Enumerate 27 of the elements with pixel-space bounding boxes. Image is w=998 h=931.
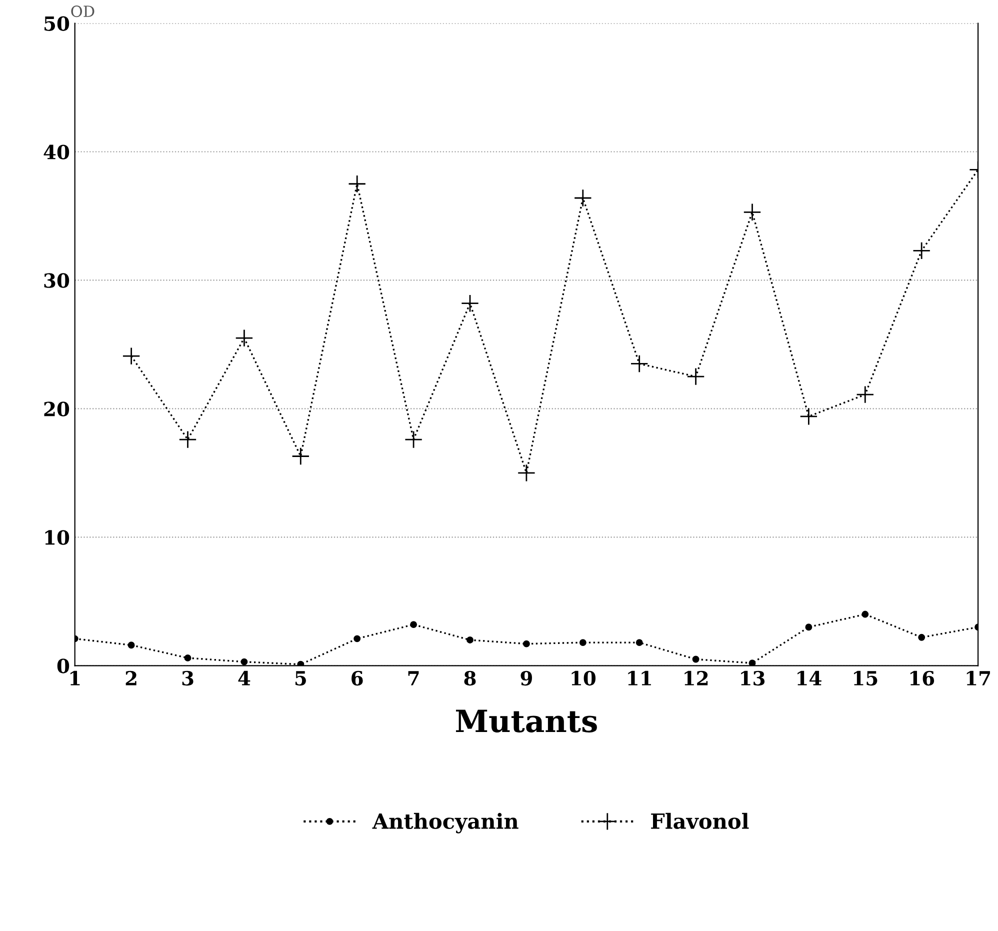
y-tick-label: 0 [57,658,70,674]
x-tick-label: 2 [126,670,136,686]
x-tick-label: 11 [628,670,651,686]
x-tick-label: 8 [464,670,476,686]
x-tick-label: 5 [295,671,306,686]
y-axis-title: OD [71,6,94,18]
legend-label: Flavonol [651,812,749,830]
y-tick-label: 40 [44,144,70,160]
x-tick-label: 4 [238,670,250,686]
x-tick-label: 6 [352,670,363,686]
x-tick-label: 9 [520,670,532,686]
x-tick-label: 15 [854,670,878,686]
x-tick-label: 14 [798,670,822,686]
x-tick-label: 17 [966,670,990,686]
x-tick-label: 16 [910,670,934,686]
x-tick-label: 13 [741,670,765,686]
y-tick-label: 20 [44,402,70,416]
x-axis-title: Mutants [456,710,597,732]
x-tick-label: 3 [182,670,194,686]
x-tick-label: 7 [408,671,419,686]
x-tick-label: 10 [572,670,596,686]
y-tick-label: 30 [44,273,70,288]
x-tick-label: 12 [684,670,708,686]
y-tick-label: 10 [45,530,70,545]
y-tick-label: 50 [44,16,70,31]
legend-label: Anthocyanin [372,812,518,834]
x-tick-label: 1 [70,670,80,686]
